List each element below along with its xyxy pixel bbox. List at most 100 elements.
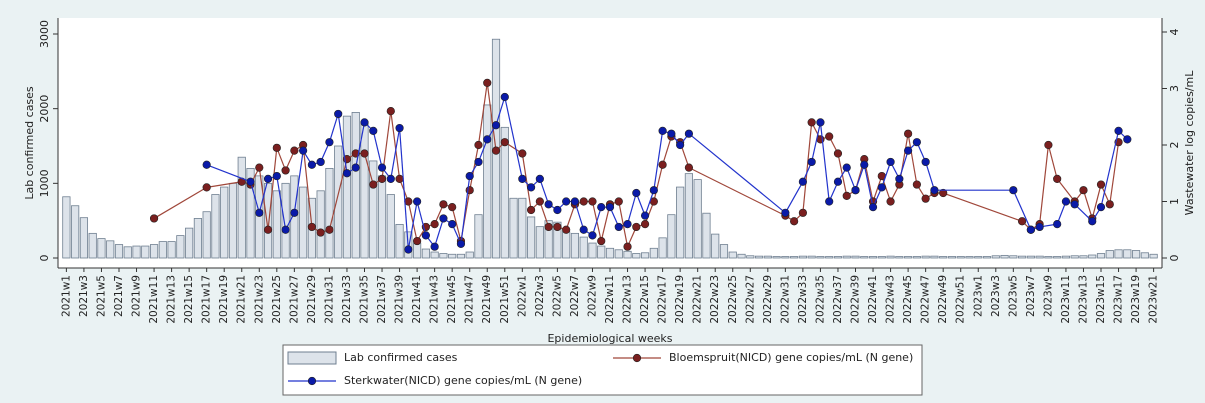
y-axis-title: Lab confirmed cases <box>23 86 36 200</box>
bar <box>728 251 737 259</box>
line-segment <box>390 111 401 179</box>
marker <box>1079 186 1088 195</box>
bar <box>781 256 790 259</box>
marker <box>491 146 501 155</box>
line-segment <box>206 164 251 183</box>
line-segment <box>1109 142 1120 205</box>
x-tick-label: 2021w31 <box>323 275 335 324</box>
line-segment <box>644 190 655 216</box>
bar <box>991 255 1000 259</box>
marker <box>149 214 159 223</box>
marker <box>842 163 851 172</box>
line-segment <box>1039 144 1049 225</box>
marker <box>535 174 544 183</box>
x-tick-label: 2022w35 <box>814 275 826 324</box>
x-tick-label: 2022w21 <box>692 275 704 324</box>
bar <box>176 235 185 259</box>
bar <box>711 233 720 259</box>
x-tick-label: 2022w45 <box>902 275 914 324</box>
marker <box>781 208 790 217</box>
line-segment <box>258 167 269 230</box>
bar <box>71 205 80 259</box>
bar <box>369 160 378 259</box>
bar <box>1044 256 1053 259</box>
line-segment <box>1091 184 1102 219</box>
x-tick-label: 2023w9 <box>1042 275 1054 317</box>
y2-tick-label: 1 <box>1168 198 1181 205</box>
bar <box>684 173 693 259</box>
marker <box>1044 140 1053 150</box>
marker <box>807 157 816 167</box>
marker <box>465 171 474 181</box>
marker <box>851 186 860 195</box>
x-tick-label: 2021w45 <box>446 275 458 324</box>
y2-tick-label: 4 <box>1168 29 1181 36</box>
line-segment <box>819 122 830 202</box>
marker <box>544 200 553 209</box>
line-segment <box>276 175 287 230</box>
marker <box>597 236 606 246</box>
marker <box>491 121 501 130</box>
marker <box>404 245 413 254</box>
line-segment <box>653 164 664 202</box>
bar <box>1114 249 1123 259</box>
x-tick-label: 2022w51 <box>955 275 967 324</box>
line-segment <box>925 161 935 191</box>
marker <box>1061 197 1071 206</box>
marker <box>526 205 536 215</box>
marker <box>553 222 562 232</box>
marker <box>421 231 430 240</box>
bar <box>825 256 834 259</box>
bar <box>123 246 132 259</box>
bar <box>886 255 895 259</box>
marker <box>430 242 439 251</box>
line-segment <box>504 96 523 180</box>
legend-swatch <box>287 351 337 365</box>
marker <box>912 180 921 189</box>
bar <box>798 255 807 259</box>
x-tick-label: 2021w15 <box>183 275 195 324</box>
marker <box>386 106 395 116</box>
bar <box>1061 255 1071 259</box>
y2-tick-label: 3 <box>1168 85 1181 92</box>
marker <box>632 188 641 198</box>
line-segment <box>881 161 892 188</box>
bar <box>1035 255 1044 259</box>
marker <box>518 149 527 158</box>
marker <box>307 222 316 232</box>
marker <box>1105 200 1114 209</box>
bar <box>939 256 948 259</box>
marker <box>202 160 211 169</box>
bar <box>754 255 764 259</box>
x-tick-label: 2021w35 <box>358 275 370 324</box>
x-tick-label: 2022w5 <box>551 275 563 317</box>
x-tick-label: 2022w15 <box>639 275 651 324</box>
x-tick-label: 2022w11 <box>604 275 616 324</box>
x-tick-label: 2022w43 <box>885 275 897 324</box>
x-tick-label: 2022w29 <box>762 275 774 324</box>
bar <box>702 212 711 259</box>
line-segment <box>539 201 550 228</box>
marker <box>439 214 448 223</box>
marker <box>369 180 378 189</box>
marker <box>360 118 369 127</box>
x-tick-label: 2022w27 <box>744 275 756 324</box>
marker <box>904 129 913 138</box>
x-tick-label: 2021w27 <box>288 275 300 324</box>
marker <box>281 166 290 175</box>
marker <box>448 220 457 229</box>
bar <box>640 252 650 259</box>
bar <box>281 182 290 259</box>
marker <box>632 222 641 232</box>
marker <box>377 174 387 183</box>
marker <box>500 92 509 102</box>
bar <box>1096 253 1106 259</box>
bar <box>921 255 930 259</box>
bar <box>149 244 159 259</box>
marker <box>202 183 211 192</box>
line-segment <box>565 204 576 230</box>
marker <box>562 225 571 234</box>
marker <box>614 222 623 232</box>
bar <box>167 241 176 259</box>
marker <box>272 171 281 181</box>
